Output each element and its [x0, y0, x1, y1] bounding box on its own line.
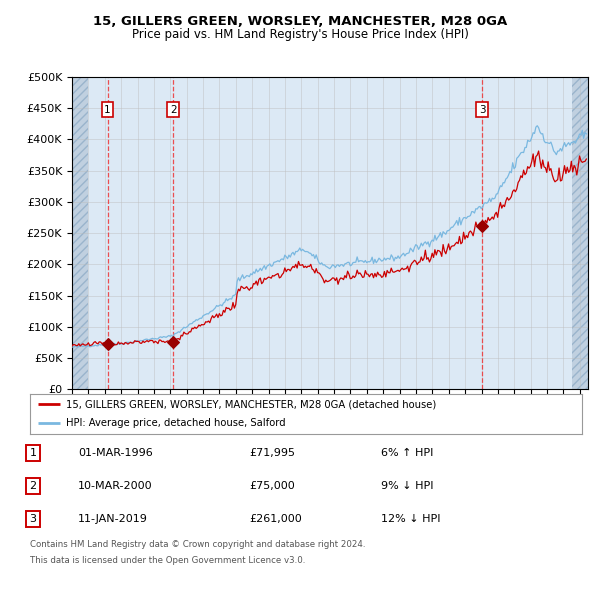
Text: This data is licensed under the Open Government Licence v3.0.: This data is licensed under the Open Gov…	[30, 556, 305, 565]
Bar	[72, 77, 88, 389]
Point	[477, 221, 487, 231]
Point	[169, 337, 178, 347]
Bar	[572, 77, 588, 389]
Text: 15, GILLERS GREEN, WORSLEY, MANCHESTER, M28 0GA (detached house): 15, GILLERS GREEN, WORSLEY, MANCHESTER, …	[66, 399, 436, 409]
Text: HPI: Average price, detached house, Salford: HPI: Average price, detached house, Salf…	[66, 418, 286, 428]
Text: 15, GILLERS GREEN, WORSLEY, MANCHESTER, M28 0GA: 15, GILLERS GREEN, WORSLEY, MANCHESTER, …	[93, 15, 507, 28]
Text: £71,995: £71,995	[249, 448, 295, 458]
Text: 12% ↓ HPI: 12% ↓ HPI	[381, 514, 440, 524]
Bar	[72, 77, 88, 389]
Text: 10-MAR-2000: 10-MAR-2000	[78, 481, 152, 491]
Text: 11-JAN-2019: 11-JAN-2019	[78, 514, 148, 524]
Point	[103, 340, 112, 349]
Text: 2: 2	[29, 481, 37, 491]
Text: £261,000: £261,000	[249, 514, 302, 524]
Text: Contains HM Land Registry data © Crown copyright and database right 2024.: Contains HM Land Registry data © Crown c…	[30, 540, 365, 549]
Text: 2: 2	[170, 104, 177, 114]
Text: 1: 1	[29, 448, 37, 458]
Text: 1: 1	[104, 104, 111, 114]
Text: Price paid vs. HM Land Registry's House Price Index (HPI): Price paid vs. HM Land Registry's House …	[131, 28, 469, 41]
Text: 3: 3	[479, 104, 485, 114]
Text: £75,000: £75,000	[249, 481, 295, 491]
Text: 9% ↓ HPI: 9% ↓ HPI	[381, 481, 433, 491]
Text: 3: 3	[29, 514, 37, 524]
Text: 01-MAR-1996: 01-MAR-1996	[78, 448, 153, 458]
Text: 6% ↑ HPI: 6% ↑ HPI	[381, 448, 433, 458]
Bar	[572, 77, 588, 389]
